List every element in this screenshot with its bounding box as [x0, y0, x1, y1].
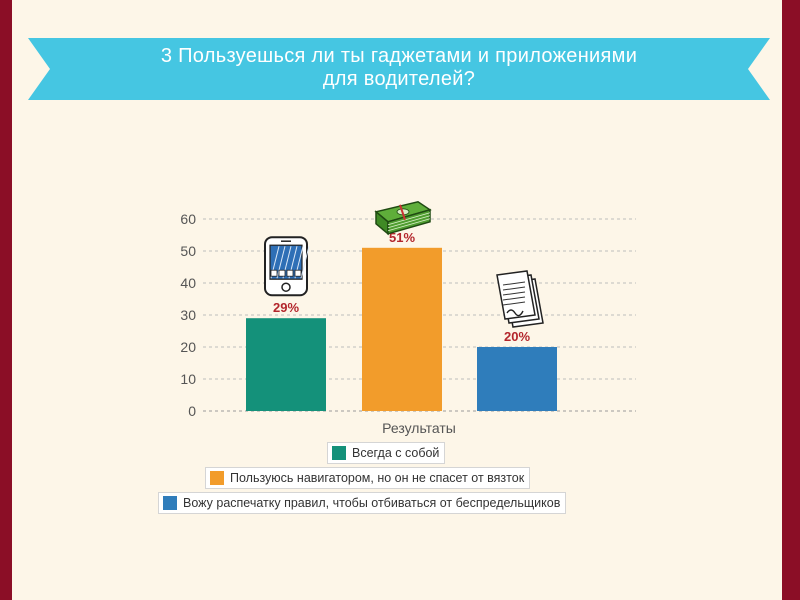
page-title-line-1: 3 Пользуешься ли ты гаджетами и приложен… — [160, 45, 638, 67]
legend-item-1: Всегда с собой — [327, 442, 446, 464]
money-stack-icon — [374, 200, 432, 236]
title-ribbon: 3 Пользуешься ли ты гаджетами и приложен… — [28, 38, 770, 100]
legend-item-2: Пользуюсь навигатором, но он не спасет о… — [205, 467, 531, 489]
legend-swatch — [210, 471, 224, 485]
smartphone-icon — [264, 236, 310, 297]
data-label-2: 51% — [389, 230, 415, 245]
data-label-1: 29% — [273, 300, 299, 315]
legend-label: Всегда с собой — [352, 446, 440, 460]
ribbon-banner-shape — [28, 38, 770, 100]
y-tick-label: 40 — [180, 275, 196, 291]
y-tick-label: 60 — [180, 211, 196, 227]
data-label-3: 20% — [504, 329, 530, 344]
y-tick-label: 30 — [180, 307, 196, 323]
page-title: 3 Пользуешься ли ты гаджетами и приложен… — [28, 45, 770, 91]
legend-swatch — [332, 446, 346, 460]
bar-3 — [477, 347, 557, 411]
y-tick-label: 0 — [188, 403, 196, 419]
y-tick-label: 20 — [180, 339, 196, 355]
bar-1 — [246, 318, 326, 411]
x-axis-label: Результаты — [382, 420, 456, 436]
legend-label: Вожу распечатку правил, чтобы отбиваться… — [183, 496, 561, 510]
page-title-line-2: для водителей? — [322, 68, 476, 90]
legend-item-3: Вожу распечатку правил, чтобы отбиваться… — [158, 492, 567, 514]
y-tick-label: 50 — [180, 243, 196, 259]
documents-icon — [496, 270, 544, 328]
y-tick-label: 10 — [180, 371, 196, 387]
legend-label: Пользуюсь навигатором, но он не спасет о… — [230, 471, 525, 485]
legend-swatch — [163, 496, 177, 510]
bar-2 — [362, 247, 442, 411]
